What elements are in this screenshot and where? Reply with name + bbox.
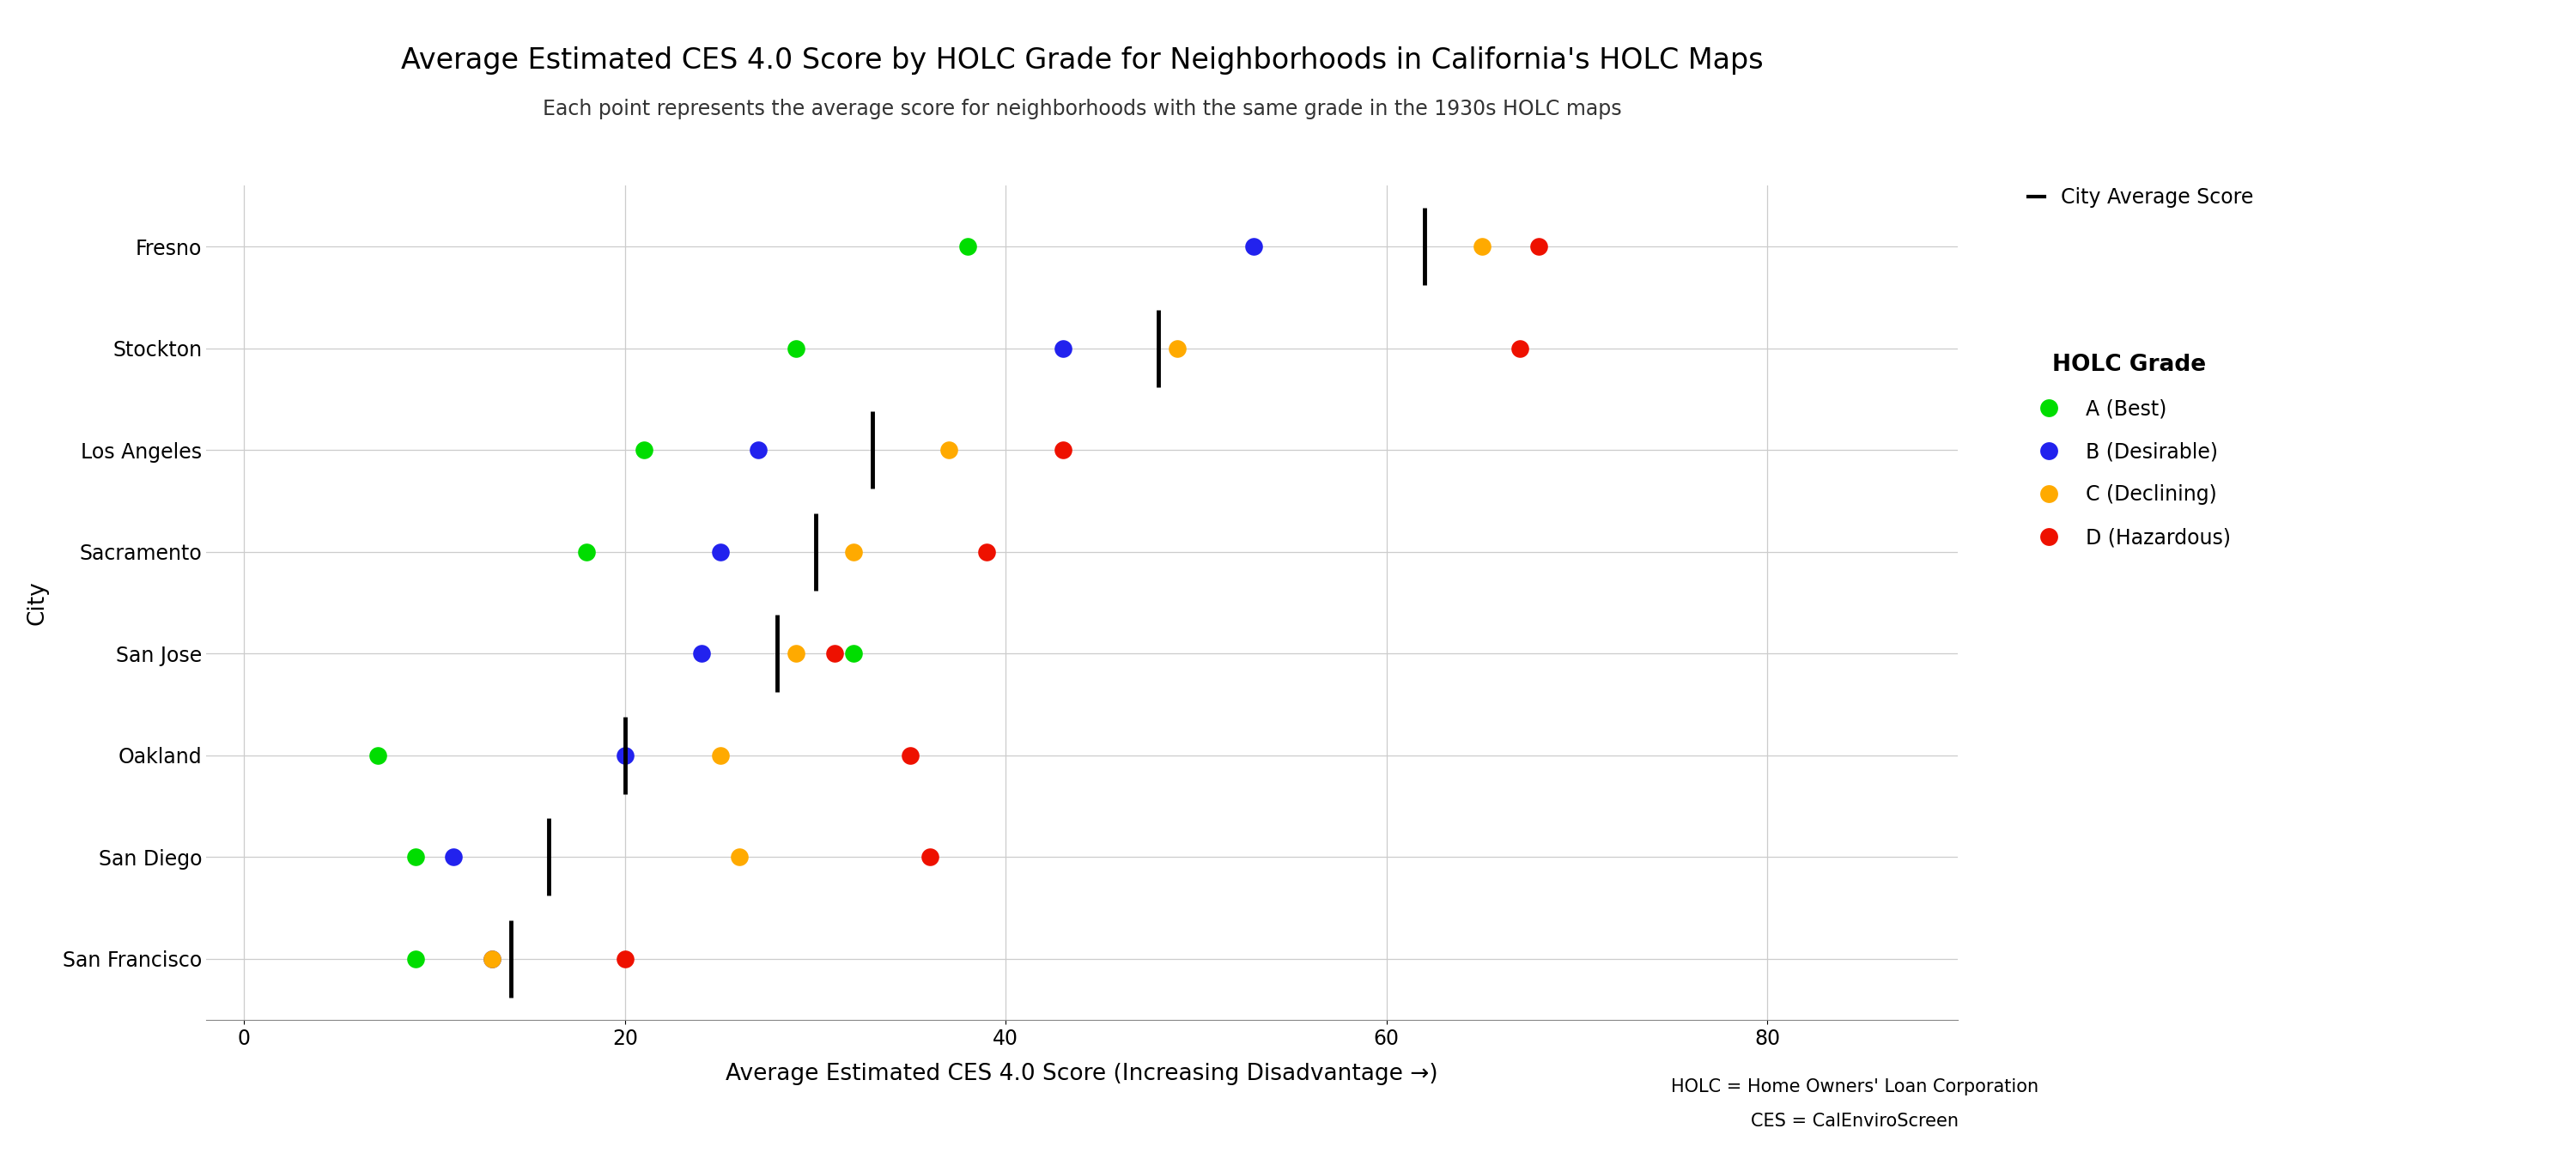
Point: [737, 440, 778, 459]
Text: Average Estimated CES 4.0 Score by HOLC Grade for Neighborhoods in California's : Average Estimated CES 4.0 Score by HOLC …: [402, 46, 1762, 74]
Point: [1157, 338, 1198, 357]
Point: [909, 848, 951, 867]
Point: [832, 542, 873, 561]
Point: [394, 848, 435, 867]
Point: [775, 338, 817, 357]
Point: [605, 746, 647, 765]
Text: HOLC = Home Owners' Loan Corporation: HOLC = Home Owners' Loan Corporation: [1672, 1078, 2038, 1095]
Point: [394, 949, 435, 968]
Point: [814, 644, 855, 663]
Point: [719, 848, 760, 867]
Point: [948, 238, 989, 256]
Point: [471, 949, 513, 968]
Point: [1461, 238, 1502, 256]
Point: [1043, 338, 1084, 357]
Point: [605, 949, 647, 968]
Text: Each point represents the average score for neighborhoods with the same grade in: Each point represents the average score …: [544, 99, 1620, 119]
Point: [1043, 440, 1084, 459]
Point: [358, 746, 399, 765]
Y-axis label: City: City: [26, 581, 49, 625]
Point: [680, 644, 721, 663]
Point: [567, 542, 608, 561]
Point: [701, 746, 742, 765]
Point: [775, 644, 817, 663]
Point: [1517, 238, 1558, 256]
Point: [832, 644, 873, 663]
Point: [701, 542, 742, 561]
Point: [471, 949, 513, 968]
Point: [1499, 338, 1540, 357]
Text: CES = CalEnviroScreen: CES = CalEnviroScreen: [1752, 1113, 1958, 1130]
X-axis label: Average Estimated CES 4.0 Score (Increasing Disadvantage →): Average Estimated CES 4.0 Score (Increas…: [726, 1063, 1437, 1086]
Point: [927, 440, 969, 459]
Point: [1234, 238, 1275, 256]
Point: [433, 848, 474, 867]
Legend: A (Best), B (Desirable), C (Declining), D (Hazardous): A (Best), B (Desirable), C (Declining), …: [2020, 345, 2239, 556]
Point: [889, 746, 930, 765]
Point: [966, 542, 1007, 561]
Point: [623, 440, 665, 459]
